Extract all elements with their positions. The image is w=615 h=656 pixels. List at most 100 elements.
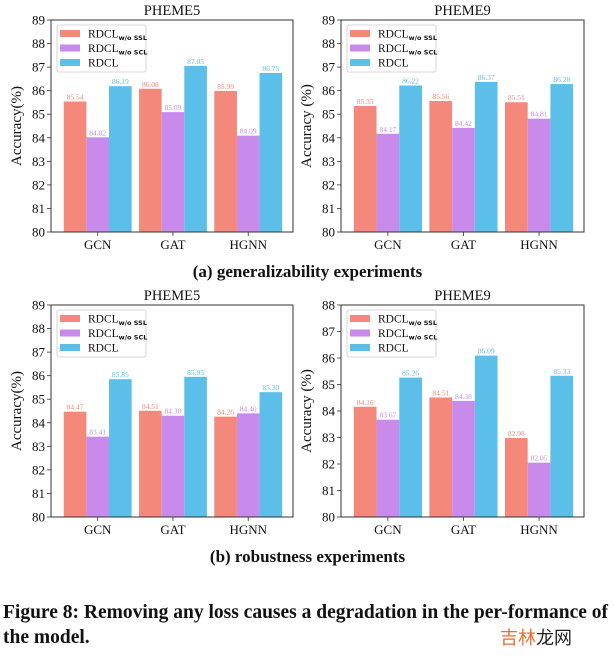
bar [109,379,132,517]
y-tick-label: 81 [32,486,45,501]
figure-caption: Figure 8: Removing any loss causes a deg… [3,602,608,648]
data-label: 85.56 [432,92,449,101]
data-label: 87.05 [187,57,204,66]
data-label: 84.81 [531,110,548,119]
y-tick-label: 81 [322,483,335,498]
bar [376,133,400,232]
bar [474,355,498,517]
y-tick-label: 84 [32,415,46,430]
y-axis-label: Accuracy (%) [299,369,315,453]
y-tick-label: 82 [322,177,335,192]
data-label: 83.67 [379,411,396,420]
y-axis-label: Accuracy(%) [9,371,25,451]
plot-frame [50,304,294,518]
bar [139,88,162,232]
y-tick-label: 85 [322,107,335,122]
data-label: 85.85 [112,370,129,379]
caption-a: (a) generalizability experiments [192,262,423,281]
y-tick-label: 83 [322,154,335,169]
bar [236,413,260,517]
bar [184,376,207,517]
y-tick-label: 80 [32,225,45,240]
x-tick-label: GCN [374,237,402,252]
y-tick-label: 84 [32,130,46,145]
bar [376,419,400,517]
bar [109,86,132,233]
caption-b: (b) robustness experiments [209,547,406,566]
x-tick-label: GAT [451,522,476,537]
y-tick-label: 86 [322,351,336,366]
legend-swatch [60,59,80,66]
bar [504,438,528,517]
bar [86,436,110,517]
x-tick-label: GCN [374,522,402,537]
data-label: 85.51 [508,93,525,102]
data-label: 85.26 [402,369,419,378]
y-tick-label: 86 [322,83,336,98]
data-label: 86.19 [112,77,129,86]
data-label: 86.28 [553,75,570,84]
y-tick-label: 88 [32,321,45,336]
x-tick-label: GCN [84,522,112,537]
subplot-title: PHEME9 [434,288,490,304]
y-tick-label: 81 [32,201,45,216]
legend-swatch [60,329,80,337]
x-tick-label: GCN [84,237,112,252]
y-tick-label: 83 [32,439,45,454]
watermark-part2: 龙网 [536,628,572,649]
y-axis-label: Accuracy (%) [299,84,315,168]
plot-frame [50,19,294,233]
bar [550,84,574,233]
data-label: 82.98 [508,429,525,438]
y-tick-label: 89 [322,13,335,28]
bar [259,392,283,517]
bar [452,400,475,517]
x-tick-label: HGNN [229,237,267,252]
watermark: 吉林龙网 [500,628,572,650]
bar [399,377,422,517]
y-tick-label: 80 [322,510,335,525]
data-label: 85.33 [553,367,570,376]
bar [474,81,498,232]
legend-swatch [350,329,370,337]
data-label: 86.09 [478,347,495,356]
bar [429,101,453,232]
subplot-title: PHEME5 [144,3,200,19]
legend-swatch [350,44,370,52]
data-label: 83.41 [89,428,106,437]
bar [429,397,453,517]
y-tick-label: 82 [32,177,45,192]
data-label: 84.51 [432,388,449,397]
y-tick-label: 87 [322,324,336,339]
plot-frame [340,19,585,233]
bar [452,127,475,232]
subplot-3: 84.47 83.41 85.85 GCN 84.51 84.30 85.95 GAT 84.2… [9,288,294,537]
y-tick-label: 81 [322,201,335,216]
legend-entry: RDCL [88,343,119,355]
y-tick-label: 88 [322,36,335,51]
y-tick-label: 88 [32,36,45,51]
data-label: 85.30 [262,383,279,392]
bar [214,416,237,517]
subplot-4: 84.16 83.67 85.26 GCN 84.51 84.38 86.09 GAT 82.9… [299,288,585,537]
legend-swatch [60,344,80,351]
y-tick-label: 86 [32,368,46,383]
bar [86,137,110,232]
legend-swatch [60,44,80,52]
subplot-1: 85.54 84.02 86.19 GCN 86.08 85.09 87.05 GAT 85.9… [9,3,294,252]
x-tick-label: HGNN [229,522,267,537]
x-tick-label: GAT [451,237,476,252]
legend-swatch [350,344,370,351]
data-label: 85.54 [67,93,84,102]
x-tick-label: HGNN [520,237,558,252]
data-label: 86.08 [142,80,159,89]
data-label: 86.75 [262,64,279,73]
x-tick-label: GAT [160,522,185,537]
bar [214,90,237,232]
data-label: 85.35 [357,97,374,106]
y-tick-label: 85 [32,107,45,122]
y-tick-label: 85 [32,392,45,407]
